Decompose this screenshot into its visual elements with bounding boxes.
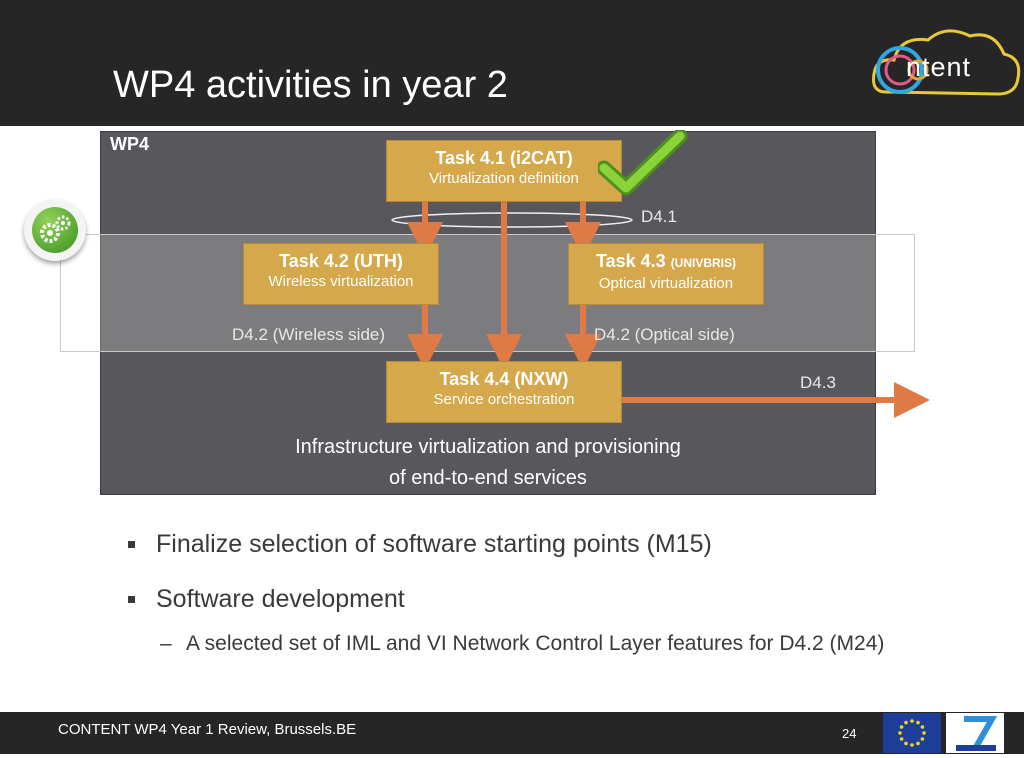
task-4-1: Task 4.1 (i2CAT) Virtualization definiti…: [386, 140, 622, 202]
task-subtitle: Service orchestration: [433, 391, 575, 408]
task-title-org: (UNIVBRIS): [670, 256, 737, 270]
slide-title: WP4 activities in year 2: [113, 64, 508, 106]
diagram-caption: Infrastructure virtualization and provis…: [100, 432, 876, 494]
task-4-2: Task 4.2 (UTH) Wireless virtualization: [243, 243, 439, 305]
task-subtitle: Wireless virtualization: [268, 273, 414, 290]
content-logo: ntent: [866, 22, 1024, 116]
footer-text: CONTENT WP4 Year 1 Review, Brussels.BE: [58, 721, 357, 738]
bullet-text: Finalize selection of software starting …: [156, 530, 712, 558]
sub-bullet-item: – A selected set of IML and VI Network C…: [160, 630, 886, 657]
highlight-band: [60, 234, 915, 352]
bullet-item: Software development: [128, 585, 405, 614]
task-title: Task 4.4 (NXW): [439, 369, 569, 389]
bullet-text: Software development: [156, 585, 405, 613]
checkmark-icon: [598, 130, 688, 196]
sub-bullet-text: A selected set of IML and VI Network Con…: [186, 632, 885, 655]
page-number: 24: [842, 726, 857, 741]
task-4-3: Task 4.3 (UNIVBRIS) Optical virtualizati…: [568, 243, 764, 305]
caption-line-1: Infrastructure virtualization and provis…: [295, 436, 681, 458]
d42-wireless-label: D4.2 (Wireless side): [232, 325, 386, 344]
task-title: Task 4.3: [595, 251, 666, 271]
task-title: Task 4.2 (UTH): [279, 251, 403, 271]
dash-marker: –: [160, 632, 172, 655]
fp7-logo: [946, 713, 1004, 753]
task-title: Task 4.1 (i2CAT): [435, 148, 573, 168]
bullet-marker: [128, 541, 135, 548]
logo-text: ntent: [906, 52, 972, 82]
d43-label: D4.3: [800, 373, 836, 392]
task-4-4: Task 4.4 (NXW) Service orchestration: [386, 361, 622, 423]
bullet-marker: [128, 596, 135, 603]
bullet-item: Finalize selection of software starting …: [128, 530, 712, 559]
wp4-label: WP4: [110, 134, 150, 154]
d42-optical-label: D4.2 (Optical side): [594, 325, 735, 344]
caption-line-2: of end-to-end services: [389, 467, 587, 489]
eu-flag-icon: [883, 713, 941, 753]
slide-footer: [0, 712, 1024, 754]
task-subtitle: Optical virtualization: [598, 275, 734, 292]
d41-label: D4.1: [641, 207, 677, 226]
slide-header: [0, 0, 1024, 126]
gear-icon: [24, 199, 86, 261]
task-subtitle: Virtualization definition: [429, 170, 579, 187]
